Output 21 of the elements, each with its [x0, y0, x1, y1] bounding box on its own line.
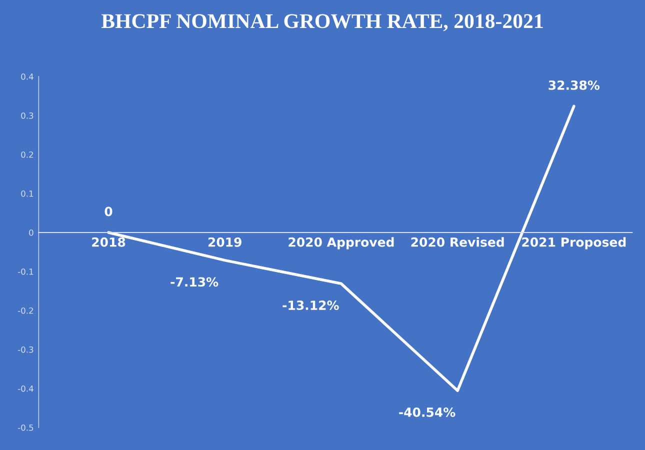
x-tick-label: 2020 Revised: [411, 237, 504, 247]
x-tick-label: 2021 Proposed: [522, 237, 626, 250]
y-tick-label: -0.5: [18, 424, 34, 431]
data-label: 32.38%: [548, 80, 600, 90]
y-tick-label: 0.3: [21, 112, 34, 119]
data-label: -7.13%: [170, 277, 218, 287]
y-tick-label: -0.1: [18, 268, 34, 275]
y-tick-label: -0.4: [18, 385, 34, 392]
y-tick-label: -0.2: [18, 307, 34, 314]
y-tick-label: 0: [29, 229, 34, 236]
x-tick-label: 2020 Approved: [288, 237, 394, 250]
chart-title: BHCPF NOMINAL GROWTH RATE, 2018-2021: [101, 14, 543, 32]
data-label: -13.12%: [282, 300, 339, 310]
y-tick-label: 0.4: [21, 73, 34, 80]
x-tick-label: 2018: [92, 237, 126, 247]
data-label: -40.54%: [399, 407, 456, 417]
data-label: 0: [104, 206, 112, 216]
y-tick-label: 0.1: [21, 190, 34, 197]
y-tick-label: 0.2: [21, 151, 34, 158]
y-tick-label: -0.3: [18, 346, 34, 353]
x-tick-label: 2019: [208, 237, 242, 247]
